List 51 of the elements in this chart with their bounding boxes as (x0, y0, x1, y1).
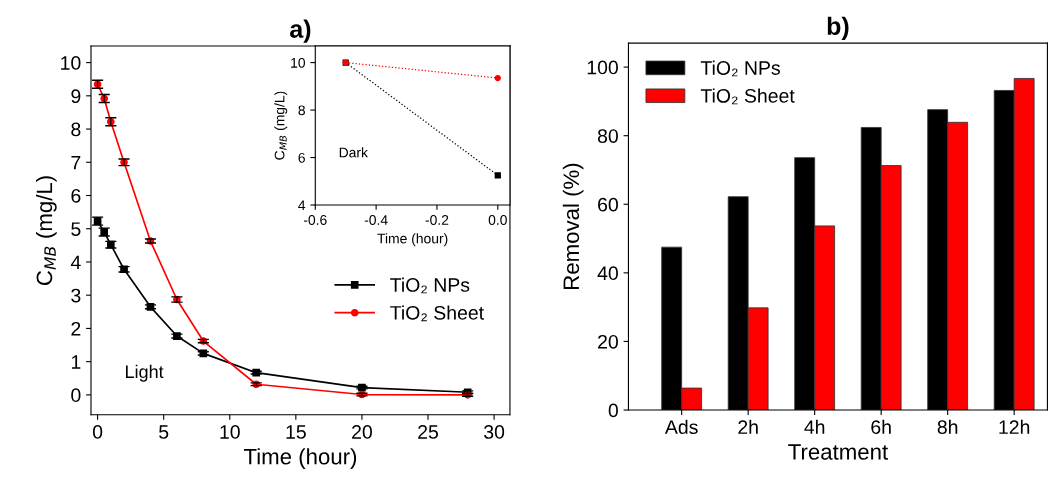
y-tick-label: 2 (71, 321, 81, 336)
y-tick-label: 0 (608, 403, 618, 418)
x-tick-label: -0.6 (303, 215, 327, 225)
legend-label: TiO₂ Sheet (700, 88, 795, 105)
x-tick-label: 30 (484, 425, 505, 439)
x-tick-label: 4h (804, 419, 825, 434)
y-tick-label: 10 (291, 57, 306, 68)
annotation: Dark (339, 147, 368, 158)
y-axis-title: Removal (%) (562, 163, 584, 289)
y-tick-label: 6 (298, 152, 305, 163)
y-axis-title: C$_{MB}$ (mg/L) (274, 91, 288, 160)
x-tick-label: 12h (999, 419, 1030, 434)
x-axis-title: Time (hour) (243, 448, 357, 469)
y-tick-label: 60 (598, 197, 618, 212)
legend-label: TiO₂ NPs (700, 60, 780, 77)
y-tick-label: 8 (298, 105, 305, 116)
y-tick-label: 4 (298, 200, 306, 211)
y-tick-label: 100 (587, 60, 618, 75)
x-tick-label: 8h (937, 419, 958, 435)
y-tick-label: 3 (71, 288, 81, 303)
x-tick-label: 15 (286, 425, 306, 439)
x-tick-label: 2h (738, 419, 758, 434)
x-tick-label: 10 (220, 425, 240, 439)
y-tick-label: 1 (71, 355, 81, 369)
legend-label: TiO₂ Sheet (390, 305, 484, 322)
y-tick-label: 4 (70, 255, 81, 270)
x-tick-label: -0.4 (364, 215, 388, 225)
annotation: Light (125, 364, 164, 382)
y-tick-label: 10 (61, 56, 81, 70)
x-tick-label: 6h (871, 419, 891, 435)
chart-title: b) (827, 16, 849, 40)
y-tick-label: 0 (71, 388, 81, 403)
x-axis-title: Treatment (788, 444, 888, 460)
x-tick-label: 20 (352, 425, 372, 439)
x-tick-label: -0.2 (425, 215, 449, 225)
y-axis-title: C$_{MB}$ (mg/L) (35, 176, 57, 286)
x-tick-label: 0.0 (488, 215, 507, 225)
y-tick-label: 80 (597, 129, 618, 143)
y-tick-label: 40 (597, 266, 618, 281)
y-tick-label: 9 (71, 89, 81, 104)
x-axis-title: Time (hour) (377, 233, 448, 247)
y-tick-label: 20 (598, 334, 618, 349)
x-tick-label: 5 (159, 425, 169, 439)
y-tick-label: 7 (71, 155, 81, 170)
y-tick-label: 6 (71, 188, 81, 203)
y-tick-label: 8 (71, 122, 81, 137)
x-tick-label: 25 (418, 425, 439, 439)
x-tick-label: 0 (92, 425, 103, 439)
x-tick-label: Ads (664, 419, 698, 435)
chart-title: a) (290, 19, 311, 43)
legend-label: TiO₂ NPs (390, 277, 470, 294)
